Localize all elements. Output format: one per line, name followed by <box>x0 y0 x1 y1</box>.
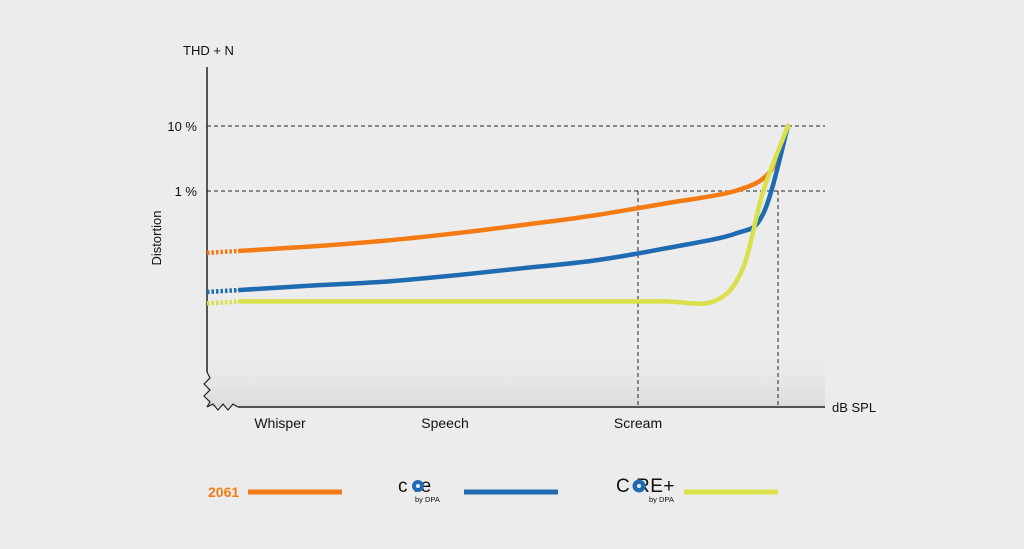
core-logo-sub: by DPA <box>415 495 440 504</box>
x-category-speech: Speech <box>421 415 468 431</box>
series-2-line <box>237 123 791 306</box>
y-tick-10pct: 10 % <box>167 119 197 134</box>
legend-label-2061: 2061 <box>208 484 239 500</box>
series-0-leadin <box>206 248 241 256</box>
core-plus-logo-sub: by DPA <box>649 495 674 504</box>
y-axis-break <box>203 371 211 408</box>
series-2-leadin <box>206 299 241 306</box>
y-axis-label: Distortion <box>149 211 164 266</box>
x-axis-label: dB SPL <box>832 400 876 415</box>
legend-logo-core: c re by DPA <box>398 476 440 504</box>
y-tick-1pct: 1 % <box>175 184 198 199</box>
series-1-line <box>237 123 791 293</box>
series-1-leadin <box>206 287 241 295</box>
core-plus-logo-text: C RE+ <box>616 476 675 497</box>
series-0-line <box>237 123 791 254</box>
x-axis-break <box>206 403 239 411</box>
series-layer <box>206 123 791 306</box>
x-category-whisper: Whisper <box>254 415 306 431</box>
plot-shade <box>207 340 825 407</box>
legend: 2061 c re by DPA C RE+ by DPA <box>208 476 778 504</box>
core-plus-logo-disc-center <box>637 484 641 488</box>
y-axis-top-label: THD + N <box>183 43 234 58</box>
x-category-scream: Scream <box>614 415 662 431</box>
legend-logo-core-plus: C RE+ by DPA <box>616 476 675 504</box>
core-logo-disc-center <box>416 484 420 488</box>
